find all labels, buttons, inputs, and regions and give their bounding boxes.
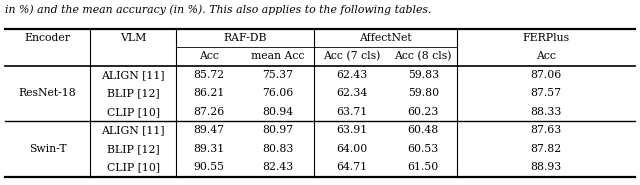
Text: Acc (7 cls): Acc (7 cls)	[323, 51, 380, 62]
Text: 76.06: 76.06	[262, 88, 293, 98]
Text: Swin-T: Swin-T	[29, 144, 67, 154]
Text: mean Acc: mean Acc	[251, 51, 304, 61]
Text: 87.57: 87.57	[531, 88, 561, 98]
Text: 60.48: 60.48	[408, 125, 439, 135]
Text: BLIP [12]: BLIP [12]	[107, 144, 159, 154]
Text: in %) and the mean accuracy (in %). This also applies to the following tables.: in %) and the mean accuracy (in %). This…	[5, 5, 431, 15]
Text: 60.53: 60.53	[408, 144, 439, 154]
Text: 90.55: 90.55	[193, 162, 225, 172]
Text: 89.31: 89.31	[193, 144, 225, 154]
Text: 86.21: 86.21	[193, 88, 225, 98]
Text: RAF-DB: RAF-DB	[223, 33, 267, 43]
Text: 80.94: 80.94	[262, 107, 293, 117]
Text: 61.50: 61.50	[408, 162, 439, 172]
Text: Acc: Acc	[199, 51, 219, 61]
Text: CLIP [10]: CLIP [10]	[107, 162, 160, 172]
Text: VLM: VLM	[120, 33, 147, 43]
Text: 60.23: 60.23	[408, 107, 439, 117]
Text: CLIP [10]: CLIP [10]	[107, 107, 160, 117]
Text: 82.43: 82.43	[262, 162, 293, 172]
Text: 87.06: 87.06	[531, 70, 562, 80]
Text: 87.26: 87.26	[193, 107, 225, 117]
Text: 80.83: 80.83	[262, 144, 293, 154]
Text: 89.47: 89.47	[193, 125, 225, 135]
Text: 59.83: 59.83	[408, 70, 439, 80]
Text: ALIGN [11]: ALIGN [11]	[102, 70, 165, 80]
Text: 75.37: 75.37	[262, 70, 293, 80]
Text: 63.91: 63.91	[336, 125, 367, 135]
Text: 64.71: 64.71	[336, 162, 367, 172]
Text: 80.97: 80.97	[262, 125, 293, 135]
Text: 62.34: 62.34	[336, 88, 367, 98]
Text: 85.72: 85.72	[193, 70, 225, 80]
Text: 88.93: 88.93	[531, 162, 562, 172]
Text: AffectNet: AffectNet	[359, 33, 412, 43]
Text: Acc: Acc	[536, 51, 556, 61]
Text: 64.00: 64.00	[336, 144, 367, 154]
Text: 63.71: 63.71	[336, 107, 367, 117]
Text: 62.43: 62.43	[336, 70, 367, 80]
Text: ALIGN [11]: ALIGN [11]	[102, 125, 165, 135]
Text: 88.33: 88.33	[531, 107, 562, 117]
Text: BLIP [12]: BLIP [12]	[107, 88, 159, 98]
Text: Encoder: Encoder	[24, 33, 70, 43]
Text: 87.82: 87.82	[531, 144, 562, 154]
Text: ResNet-18: ResNet-18	[19, 88, 77, 98]
Text: 59.80: 59.80	[408, 88, 439, 98]
Text: 87.63: 87.63	[531, 125, 562, 135]
Text: Acc (8 cls): Acc (8 cls)	[394, 51, 452, 62]
Text: FERPlus: FERPlus	[522, 33, 570, 43]
